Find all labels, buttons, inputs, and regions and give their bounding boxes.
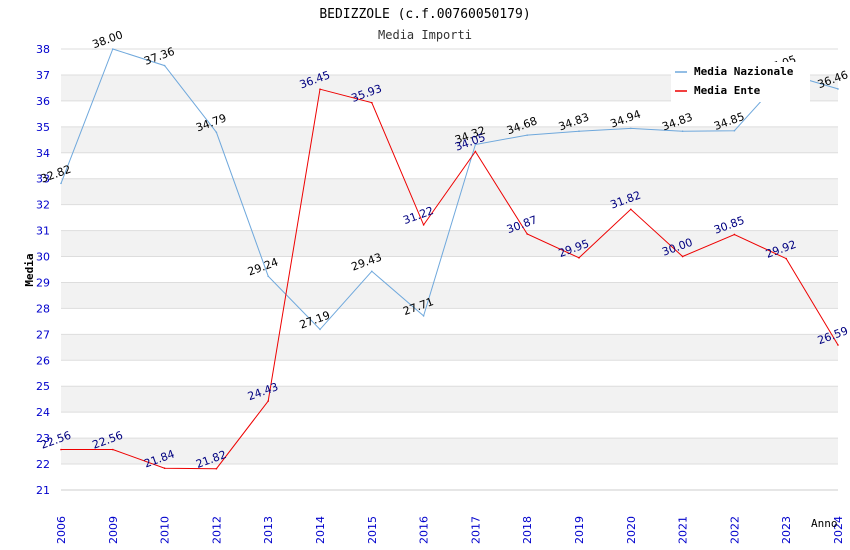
y-tick-label: 33 [36, 173, 50, 186]
data-point [267, 275, 270, 278]
data-label: 31.22 [401, 204, 435, 227]
y-tick-label: 26 [36, 354, 50, 367]
data-point [474, 143, 477, 146]
chart-subtitle: Media Importi [378, 28, 472, 42]
x-tick-label: 2014 [314, 516, 327, 544]
data-point [163, 64, 166, 67]
x-tick-label: 2022 [728, 516, 741, 544]
data-point [526, 233, 528, 235]
series-line-media-nazionale [60, 48, 839, 331]
x-tick-label: 2018 [521, 516, 534, 544]
x-tick-label: 2012 [210, 516, 223, 544]
data-point [215, 467, 218, 470]
chart-title: BEDIZZOLE (c.f.00760050179) [319, 7, 530, 22]
y-tick-label: 38 [36, 43, 50, 56]
y-tick-label: 28 [36, 302, 50, 315]
x-tick-label: 2017 [469, 516, 482, 544]
x-tick-label: 2015 [366, 516, 379, 544]
y-axis-label: Media [23, 253, 36, 286]
x-tick-label: 2021 [677, 516, 690, 544]
data-point [267, 400, 270, 402]
legend-label-media-ente: Media Ente [694, 84, 761, 97]
y-tick-label: 34 [36, 147, 50, 160]
data-point [215, 131, 218, 134]
data-point [837, 88, 839, 90]
grid-lines [61, 48, 838, 491]
band-32 [61, 178, 838, 205]
y-tick-label: 23 [36, 432, 50, 445]
band-28 [61, 282, 838, 309]
y-tick-label: 35 [36, 121, 50, 134]
y-tick-label: 21 [36, 484, 50, 497]
y-tick-label: 25 [36, 380, 50, 393]
data-point [422, 315, 425, 317]
data-point [112, 48, 114, 50]
band-30 [61, 230, 838, 257]
y-tick-label: 32 [36, 199, 50, 212]
data-point [630, 127, 632, 130]
band-26 [61, 334, 838, 361]
data-label: 29.24 [246, 255, 280, 278]
data-point [578, 257, 580, 259]
data-point [319, 88, 321, 91]
data-point [474, 150, 477, 153]
y-tick-label: 29 [36, 276, 50, 289]
data-point [422, 224, 425, 226]
y-tick-label: 37 [36, 69, 50, 82]
y-tick-label: 24 [36, 406, 50, 419]
data-point [785, 257, 787, 260]
data-point [163, 467, 166, 470]
x-tick-label: 2013 [262, 516, 275, 544]
legend-box [671, 62, 810, 102]
data-point [733, 129, 736, 132]
data-point [578, 130, 580, 133]
data-label: 38.00 [91, 28, 125, 51]
data-point [681, 255, 684, 258]
x-axis-label: Anno [811, 517, 838, 530]
x-tick-label: 2020 [625, 516, 638, 544]
x-tick-label: 2010 [159, 516, 172, 544]
x-tick-label: 2023 [780, 516, 793, 544]
band-22 [61, 438, 838, 465]
plot-bands [61, 74, 838, 465]
y-tick-label: 36 [36, 95, 50, 108]
x-axis-ticks: 2006 2009 2010 2012 2013 2014 2015 2016 2017 2018… [55, 516, 845, 544]
data-point [371, 101, 373, 104]
y-tick-label: 27 [36, 328, 50, 341]
data-point [526, 134, 528, 136]
y-tick-label: 22 [36, 458, 50, 471]
y-axis-ticks: 21 22 23 24 25 26 27 28 29 30 31 32 33 34 35 36 37 38 [36, 43, 50, 497]
data-point [60, 182, 62, 185]
x-tick-label: 2016 [418, 516, 431, 544]
data-point [319, 328, 321, 331]
data-point [371, 270, 373, 273]
y-tick-label: 31 [36, 225, 50, 238]
y-tick-label: 30 [36, 251, 50, 264]
x-tick-label: 2024 [832, 516, 845, 544]
series-layer [60, 48, 839, 470]
legend-label-media-nazionale: Media Nazionale [694, 65, 794, 78]
x-tick-label: 2006 [55, 516, 68, 544]
band-24 [61, 386, 838, 413]
series-line-media-ente [61, 88, 839, 470]
x-tick-label: 2009 [107, 516, 120, 544]
data-point [60, 448, 62, 451]
x-tick-label: 2019 [573, 516, 586, 544]
data-point [733, 233, 736, 236]
data-point [837, 344, 839, 346]
data-point [630, 208, 632, 211]
data-point [112, 448, 114, 451]
legend: Media Nazionale Media Ente [671, 62, 810, 102]
data-point [681, 130, 684, 133]
